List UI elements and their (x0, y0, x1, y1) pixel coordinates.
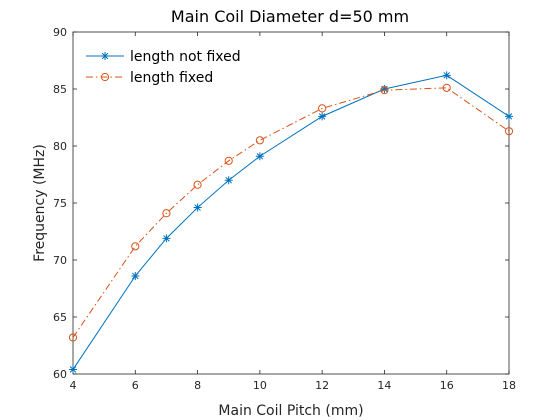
data-point (505, 112, 513, 121)
data-point (442, 71, 451, 80)
data-point (69, 365, 77, 374)
y-tick-label: 85 (53, 83, 67, 96)
y-axis-label: Frequency (MHz) (32, 144, 48, 262)
x-tick-label: 16 (440, 379, 454, 392)
series-line (72, 87, 510, 338)
data-point (224, 156, 233, 165)
data-point (162, 209, 171, 218)
series-0 (69, 71, 513, 374)
legend-label: length not fixed (130, 49, 241, 65)
data-point (68, 333, 78, 342)
x-tick-label: 12 (315, 379, 329, 392)
series-line (72, 74, 510, 370)
y-tick-label: 60 (53, 368, 67, 381)
y-tick-label: 80 (53, 140, 67, 153)
data-point (380, 85, 389, 93)
chart-title: Main Coil Diameter d=50 mm (171, 7, 409, 26)
legend-marker (100, 72, 110, 82)
data-point (318, 104, 327, 113)
x-tick-label: 18 (502, 379, 516, 392)
y-tick-label: 70 (53, 254, 67, 267)
data-point (193, 203, 202, 212)
data-point (318, 112, 327, 121)
data-point (504, 127, 514, 136)
data-point (131, 242, 140, 251)
x-tick-label: 8 (194, 379, 201, 392)
data-point (380, 86, 389, 95)
y-tick-label: 75 (53, 197, 67, 210)
legend-box (78, 39, 254, 91)
series-1 (68, 83, 514, 342)
legend: length not fixed length fixed (78, 39, 254, 91)
x-tick-label: 14 (377, 379, 391, 392)
data-point (193, 180, 202, 189)
axes: 4 6 8 10 12 14 16 18 60 65 70 75 80 85 90 (53, 26, 516, 392)
y-tick-label: 65 (53, 311, 67, 324)
legend-label: length fixed (130, 70, 213, 86)
data-point (162, 234, 171, 243)
x-tick-label: 4 (70, 379, 77, 392)
x-axis-label: Main Coil Pitch (mm) (218, 403, 363, 419)
y-tick-label: 90 (53, 26, 67, 39)
x-tick-label: 10 (253, 379, 267, 392)
series-layer (68, 71, 514, 374)
data-point (255, 152, 264, 161)
data-point (255, 136, 264, 145)
data-point (131, 271, 140, 280)
legend-marker (101, 52, 109, 60)
x-tick-label: 6 (132, 379, 139, 392)
data-point (224, 176, 233, 185)
data-point (442, 83, 451, 92)
